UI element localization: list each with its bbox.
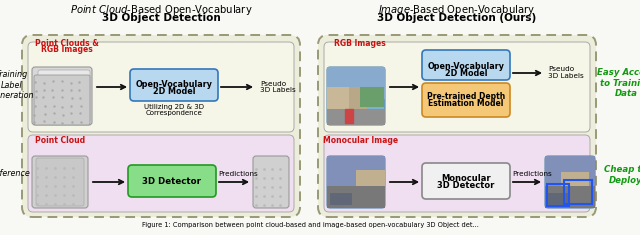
Text: Predictions: Predictions — [218, 171, 258, 177]
FancyBboxPatch shape — [253, 156, 289, 208]
FancyBboxPatch shape — [327, 109, 385, 125]
FancyBboxPatch shape — [422, 83, 510, 117]
Text: 3D Labels: 3D Labels — [548, 73, 584, 79]
FancyBboxPatch shape — [32, 156, 88, 208]
Text: RGB Images: RGB Images — [334, 39, 386, 48]
Text: 3D Labels: 3D Labels — [260, 87, 296, 93]
FancyBboxPatch shape — [545, 156, 595, 187]
FancyBboxPatch shape — [327, 156, 385, 187]
FancyBboxPatch shape — [327, 156, 385, 208]
FancyBboxPatch shape — [561, 172, 589, 202]
FancyBboxPatch shape — [324, 42, 590, 132]
FancyBboxPatch shape — [327, 67, 385, 125]
Text: Utilizing 2D & 3D: Utilizing 2D & 3D — [144, 104, 204, 110]
FancyBboxPatch shape — [36, 158, 84, 206]
FancyBboxPatch shape — [330, 193, 352, 205]
Text: $\it{Point\ Cloud}$-Based Open-Vocabulary: $\it{Point\ Cloud}$-Based Open-Vocabular… — [70, 3, 252, 17]
FancyBboxPatch shape — [422, 50, 510, 80]
FancyBboxPatch shape — [324, 135, 590, 212]
FancyBboxPatch shape — [545, 156, 595, 208]
FancyBboxPatch shape — [34, 75, 90, 125]
Text: 3D Detector: 3D Detector — [143, 177, 202, 186]
Bar — [345, 109, 353, 123]
Text: Monocular Image: Monocular Image — [323, 136, 399, 145]
FancyBboxPatch shape — [360, 87, 384, 107]
Text: Open-Vocabulary: Open-Vocabulary — [136, 80, 212, 89]
Text: 2D Model: 2D Model — [153, 87, 195, 96]
Text: Pre-trained Depth: Pre-trained Depth — [427, 92, 505, 101]
Text: Monocular: Monocular — [441, 174, 491, 183]
Text: Open-Vocabulary: Open-Vocabulary — [428, 62, 504, 71]
FancyBboxPatch shape — [130, 69, 218, 101]
FancyBboxPatch shape — [327, 186, 385, 208]
Text: Point Clouds &: Point Clouds & — [35, 39, 99, 48]
FancyBboxPatch shape — [22, 35, 300, 217]
FancyBboxPatch shape — [318, 35, 596, 217]
Text: Figure 1: Comparison between point cloud-based and image-based open-vocabulary 3: Figure 1: Comparison between point cloud… — [141, 222, 479, 228]
FancyBboxPatch shape — [356, 170, 385, 200]
FancyBboxPatch shape — [38, 70, 90, 122]
Text: Inference: Inference — [0, 168, 31, 177]
Text: $\it{Image}$-Based Open-Vocabulary: $\it{Image}$-Based Open-Vocabulary — [378, 3, 536, 17]
Text: Predictions: Predictions — [512, 171, 552, 177]
Text: RGB Images: RGB Images — [41, 45, 93, 54]
Bar — [564, 180, 592, 204]
Text: Point Cloud: Point Cloud — [35, 136, 85, 145]
Bar — [547, 184, 569, 206]
Text: Training
Label
Generation: Training Label Generation — [0, 70, 35, 100]
Text: Easy Access
to Training
Data: Easy Access to Training Data — [597, 68, 640, 98]
FancyBboxPatch shape — [547, 193, 569, 206]
FancyBboxPatch shape — [28, 135, 294, 212]
FancyBboxPatch shape — [545, 186, 595, 208]
FancyBboxPatch shape — [32, 67, 92, 125]
FancyBboxPatch shape — [327, 67, 385, 99]
Text: Pseudo: Pseudo — [260, 81, 286, 87]
Text: Cheap to
Deploy: Cheap to Deploy — [604, 165, 640, 185]
Text: Estimation Model: Estimation Model — [428, 99, 504, 108]
Text: 3D Object Detection (Ours): 3D Object Detection (Ours) — [378, 13, 536, 23]
FancyBboxPatch shape — [28, 42, 294, 132]
FancyBboxPatch shape — [349, 87, 367, 111]
Text: 3D Object Detection: 3D Object Detection — [102, 13, 220, 23]
FancyBboxPatch shape — [128, 165, 216, 197]
FancyBboxPatch shape — [327, 87, 349, 115]
FancyBboxPatch shape — [422, 163, 510, 199]
Text: 3D Detector: 3D Detector — [437, 181, 495, 190]
Text: Pseudo: Pseudo — [548, 66, 574, 72]
Text: Correspondence: Correspondence — [146, 110, 202, 116]
Text: 2D Model: 2D Model — [445, 69, 487, 78]
